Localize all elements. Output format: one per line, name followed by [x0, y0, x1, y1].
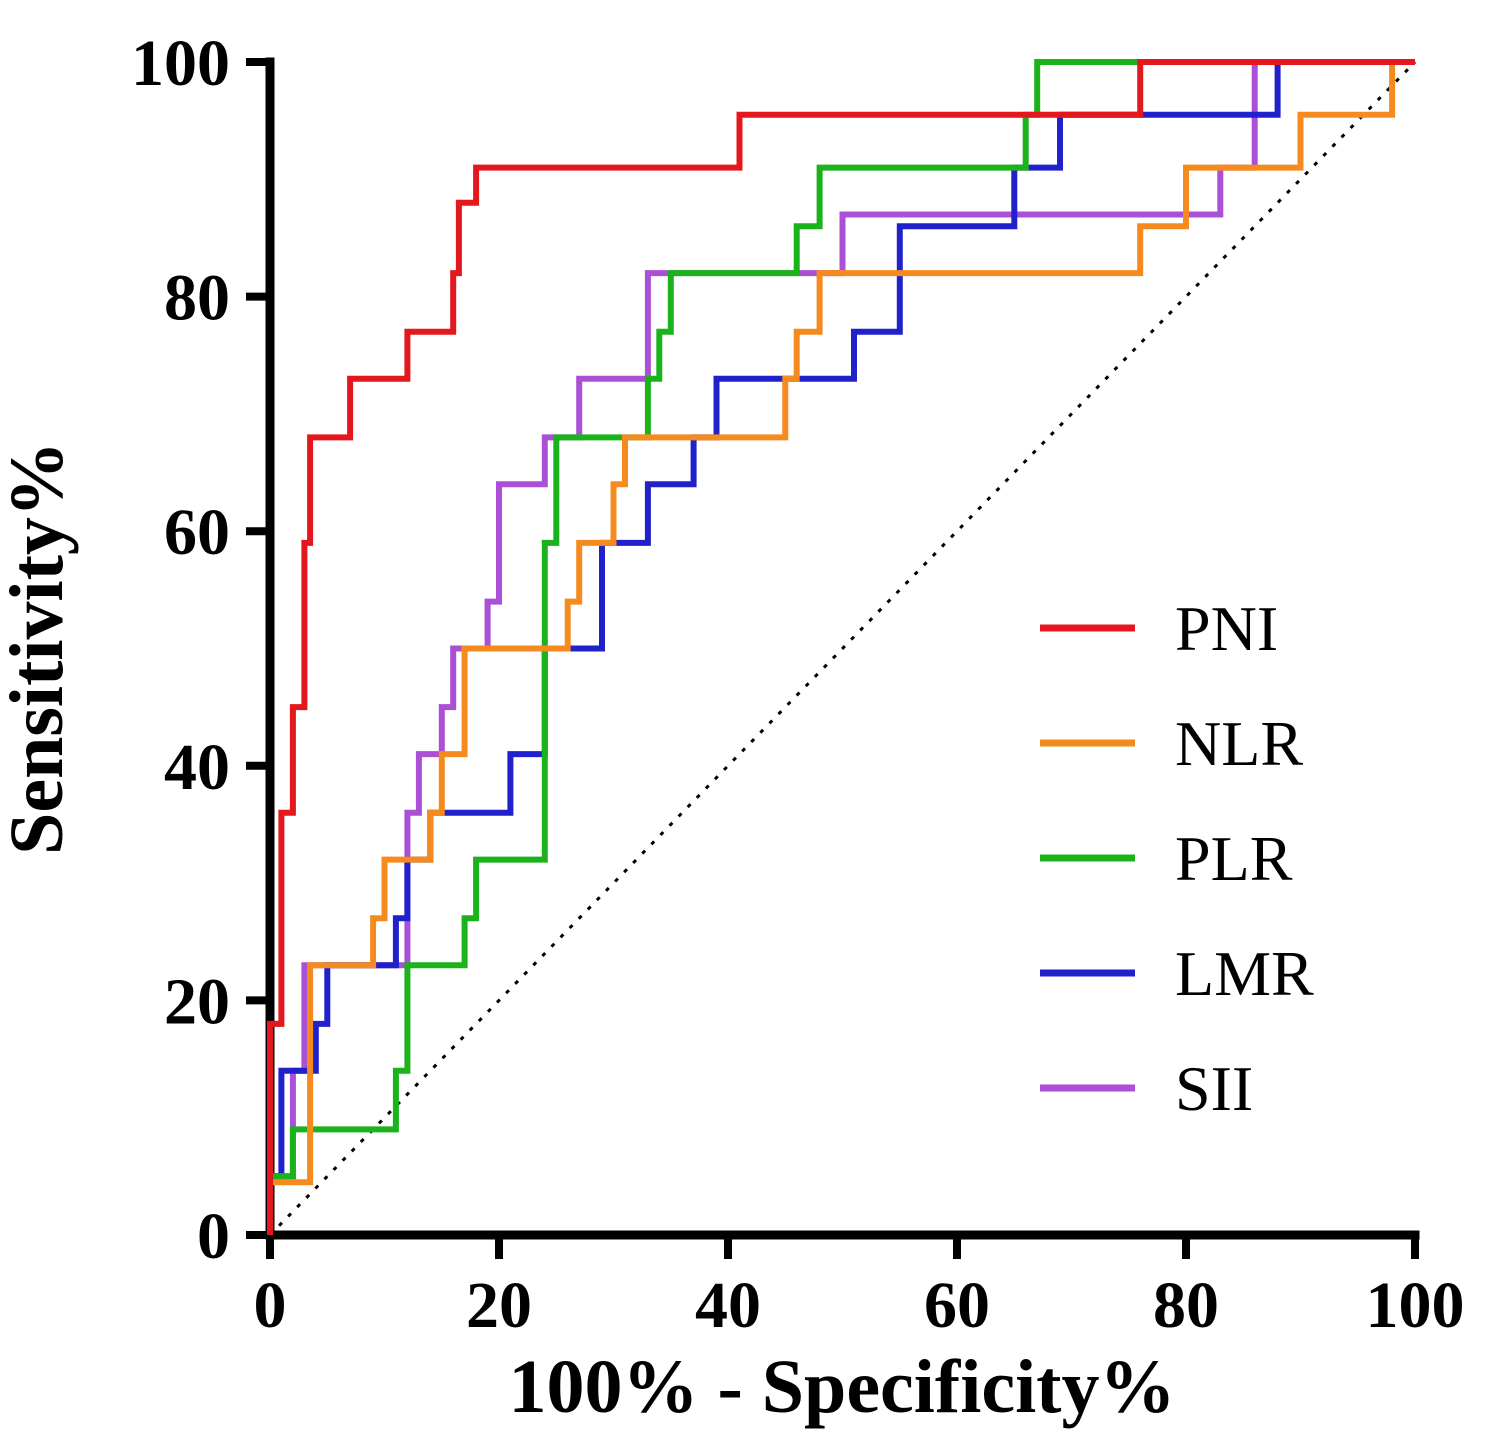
- y-tick-label: 20: [164, 965, 230, 1038]
- legend-item-SII: SII: [1040, 1053, 1253, 1124]
- roc-curve-PLR: [267, 59, 1415, 1235]
- legend: PNI NLR PLR LMR SII: [1040, 593, 1314, 1124]
- roc-curve-PNI: [267, 59, 1415, 1235]
- roc-curve-NLR: [267, 59, 1415, 1235]
- legend-label-LMR: LMR: [1175, 938, 1314, 1009]
- legend-item-NLR: NLR: [1040, 708, 1303, 779]
- y-tick-label: 60: [164, 496, 230, 569]
- tick-labels: 0 20 40 60 80 100 0 20 40 60 80 100: [131, 27, 1465, 1342]
- tick-marks: [246, 58, 1419, 1259]
- legend-label-NLR: NLR: [1175, 708, 1303, 779]
- legend-label-SII: SII: [1175, 1053, 1253, 1124]
- x-tick-label: 20: [466, 1269, 532, 1342]
- x-tick-label: 60: [924, 1269, 990, 1342]
- roc-curve-LMR: [267, 59, 1415, 1235]
- y-tick-label: 80: [164, 262, 230, 335]
- legend-label-PLR: PLR: [1175, 823, 1293, 894]
- legend-item-PNI: PNI: [1040, 593, 1278, 664]
- x-tick-label: 80: [1153, 1269, 1219, 1342]
- x-tick-label: 0: [254, 1269, 287, 1342]
- x-tick-label: 40: [695, 1269, 761, 1342]
- x-tick-label: 100: [1366, 1269, 1465, 1342]
- legend-item-LMR: LMR: [1040, 938, 1314, 1009]
- y-tick-label: 0: [197, 1200, 230, 1273]
- x-axis-label: 100% - Specificity%: [508, 1345, 1175, 1429]
- y-axis-label: Sensitivity%: [0, 441, 79, 855]
- roc-curve-SII: [267, 59, 1415, 1235]
- legend-item-PLR: PLR: [1040, 823, 1293, 894]
- y-tick-label: 40: [164, 731, 230, 804]
- y-tick-label: 100: [131, 27, 230, 100]
- legend-label-PNI: PNI: [1175, 593, 1278, 664]
- roc-curves: [267, 59, 1415, 1235]
- chance-diagonal-line: [268, 60, 1417, 1237]
